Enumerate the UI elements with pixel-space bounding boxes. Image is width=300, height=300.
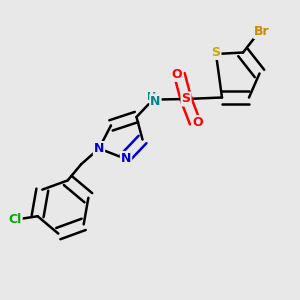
- Text: O: O: [172, 68, 182, 81]
- Text: S: S: [212, 46, 220, 59]
- Text: H: H: [147, 92, 156, 102]
- Text: N: N: [121, 152, 131, 165]
- Text: N: N: [150, 94, 161, 108]
- Text: N: N: [94, 142, 104, 155]
- Text: S: S: [182, 92, 190, 106]
- Text: Cl: Cl: [8, 213, 22, 226]
- Text: Br: Br: [254, 25, 270, 38]
- Text: O: O: [192, 116, 203, 129]
